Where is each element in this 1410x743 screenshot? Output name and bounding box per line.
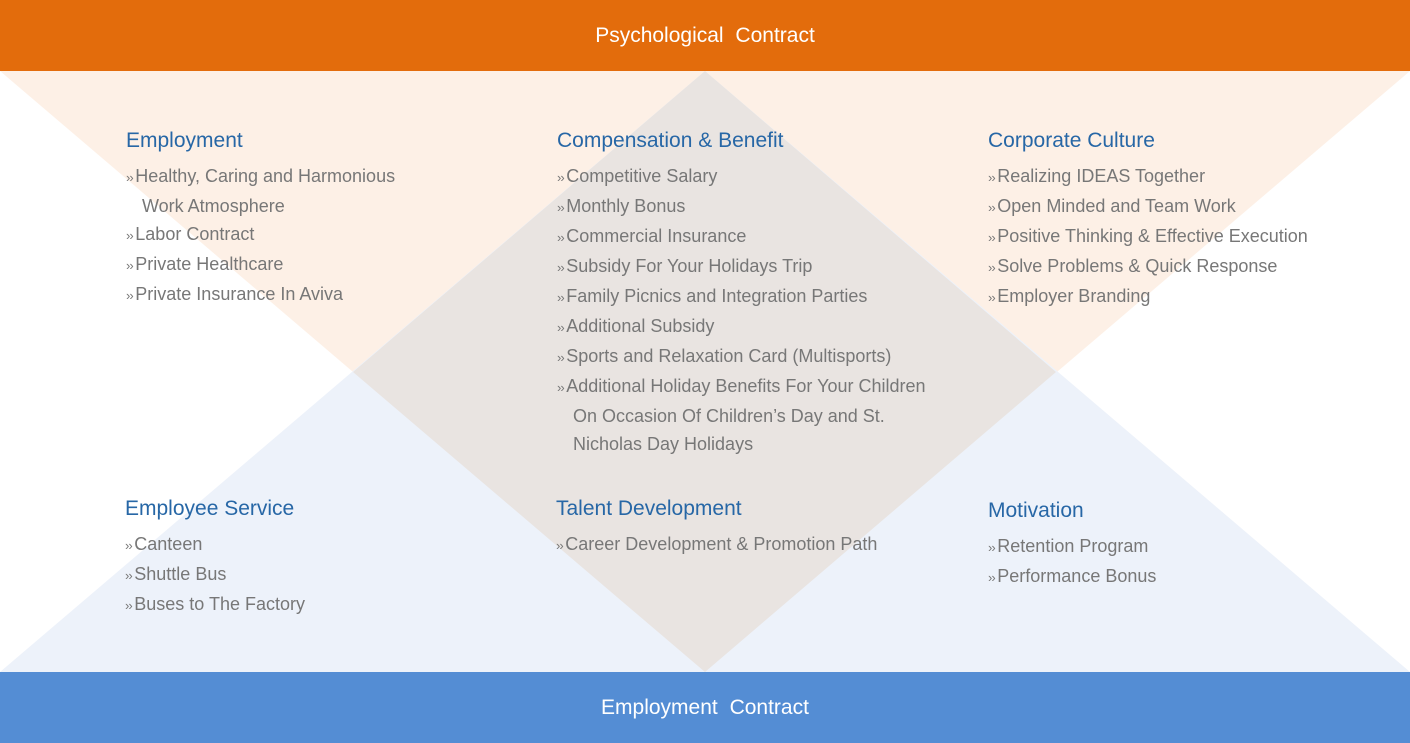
list-item: Career Development & Promotion Path [556,530,926,560]
list-item: Private Insurance In Aviva [126,280,436,310]
list-item: Labor Contract [126,220,436,250]
section-title: Talent Development [556,497,742,520]
list-item: Subsidy For Your Holidays Trip [557,252,927,282]
list-item: Commercial Insurance [557,222,927,252]
section-title: Employee Service [125,497,295,520]
employment-contract-footer: Employment Contract [0,672,1410,743]
section-motivation: Motivation Retention ProgramPerformance B… [988,498,1308,592]
list-item: Open Minded and Team Work [988,192,1308,222]
list-item: Buses to The Factory [125,590,435,620]
section-talent-development: Talent Development Career Development & P… [556,496,926,560]
list-item: Additional Subsidy [557,312,927,342]
section-employment: Employment Healthy, Caring and Harmonious… [126,128,436,310]
section-compensation-benefit: Compensation & Benefit Competitive Salary… [557,128,927,458]
list-item: Additional Holiday Benefits For Your Chi… [557,372,927,458]
list-item: Positive Thinking & Effective Execution [988,222,1308,252]
section-corporate-culture: Corporate Culture Realizing IDEAS Togethe… [988,128,1308,312]
section-employee-service: Employee Service CanteenShuttle BusBuses … [125,496,435,620]
section-title: Employment [126,129,243,152]
list-item: Competitive Salary [557,162,927,192]
list-item: Private Healthcare [126,250,436,280]
list-item: Solve Problems & Quick Response [988,252,1308,282]
list-item: Monthly Bonus [557,192,927,222]
psychological-contract-header: Psychological Contract [0,0,1410,71]
list-item: Retention Program [988,532,1308,562]
section-title: Motivation [988,499,1084,522]
list-item: Employer Branding [988,282,1308,312]
list-item: Sports and Relaxation Card (Multisports) [557,342,927,372]
list-item: Realizing IDEAS Together [988,162,1308,192]
section-title: Corporate Culture [988,129,1155,152]
list-item: Family Picnics and Integration Parties [557,282,927,312]
list-item: Canteen [125,530,435,560]
list-item: Healthy, Caring and Harmonious Work Atmo… [126,162,436,220]
list-item: Performance Bonus [988,562,1308,592]
section-title: Compensation & Benefit [557,129,784,152]
list-item: Shuttle Bus [125,560,435,590]
